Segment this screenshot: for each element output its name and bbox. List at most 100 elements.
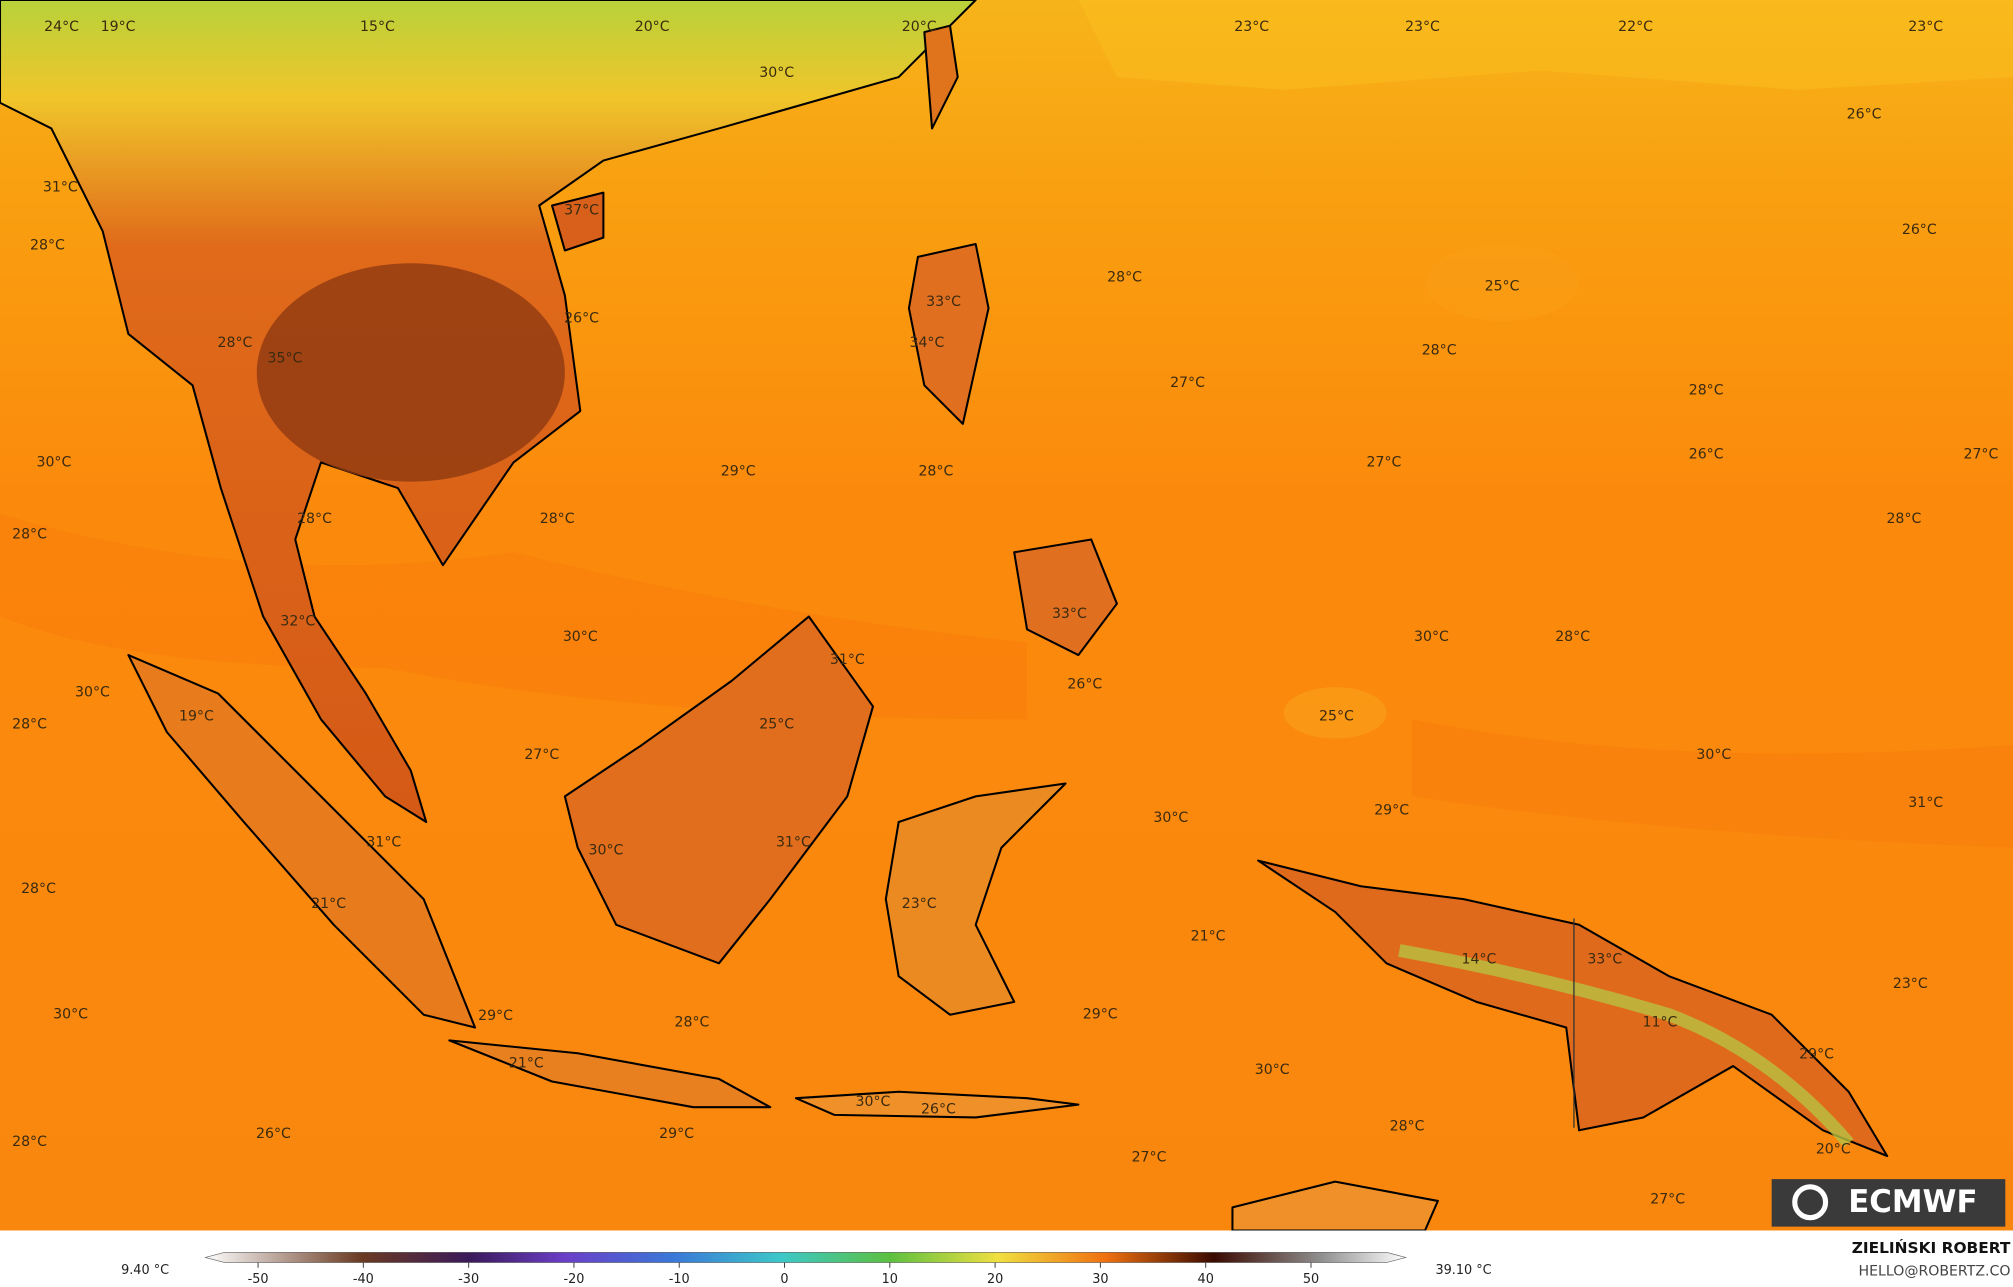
- temperature-label: 21°C: [311, 896, 346, 912]
- temperature-label: 28°C: [218, 335, 253, 351]
- temperature-label: 28°C: [1886, 511, 1921, 527]
- temperature-label: 30°C: [53, 1007, 88, 1023]
- temperature-label: 23°C: [1908, 19, 1943, 35]
- temperature-label: 32°C: [280, 614, 315, 630]
- temperature-labels: 24°C 19°C 15°C 20°C 20°C 23°C 23°C 22°C 23°C 30°C…: [12, 19, 1998, 1208]
- temperature-label: 26°C: [1847, 106, 1882, 122]
- colorbar-tick-label: -10: [669, 1272, 690, 1287]
- temperature-label: 28°C: [30, 237, 65, 253]
- temperature-label: 30°C: [589, 842, 624, 858]
- temperature-label: 30°C: [75, 684, 110, 700]
- temperature-label: 31°C: [43, 180, 78, 196]
- temperature-label: 11°C: [1643, 1014, 1678, 1030]
- colorbar-tick-label: 50: [1303, 1272, 1319, 1287]
- temperature-label: 26°C: [564, 311, 599, 327]
- temperature-label: 28°C: [1390, 1118, 1425, 1134]
- temperature-label: 28°C: [12, 1134, 47, 1150]
- temperature-label: 33°C: [926, 294, 961, 310]
- temperature-label: 27°C: [524, 747, 559, 763]
- temperature-label: 28°C: [675, 1014, 710, 1030]
- colorbar-tick-label: 10: [882, 1272, 898, 1287]
- colorbar-tick-label: 20: [987, 1272, 1003, 1287]
- temperature-label: 20°C: [1816, 1142, 1851, 1158]
- land: [0, 0, 1889, 1232]
- temperature-label: 22°C: [1618, 19, 1653, 35]
- temperature-label: 26°C: [1067, 677, 1102, 693]
- temperature-label: 31°C: [366, 835, 401, 851]
- temperature-label: 29°C: [721, 463, 756, 479]
- temperature-label: 24°C: [44, 19, 79, 35]
- temperature-label: 30°C: [563, 629, 598, 645]
- temperature-label: 28°C: [918, 463, 953, 479]
- temperature-label: 23°C: [1893, 976, 1928, 992]
- temperature-label: 15°C: [360, 19, 395, 35]
- temperature-label: 19°C: [101, 19, 136, 35]
- temperature-label: 23°C: [1234, 19, 1269, 35]
- temperature-label: 27°C: [1132, 1149, 1167, 1165]
- logo-text: ECMWF: [1848, 1184, 1977, 1220]
- temperature-label: 31°C: [1908, 795, 1943, 811]
- colorbar-tick-label: -20: [563, 1272, 584, 1287]
- temperature-label: 20°C: [902, 19, 937, 35]
- temperature-label: 25°C: [1485, 278, 1520, 294]
- temperature-label: 21°C: [1191, 928, 1226, 944]
- temperature-label: 28°C: [1555, 629, 1590, 645]
- temperature-label: 30°C: [759, 65, 794, 81]
- colorbar-tick-label: -40: [353, 1272, 374, 1287]
- temperature-label: 28°C: [12, 716, 47, 732]
- min-label: 9.40 °C: [121, 1263, 169, 1278]
- temperature-label: 21°C: [509, 1056, 544, 1072]
- temperature-label: 20°C: [635, 19, 670, 35]
- temperature-label: 14°C: [1462, 951, 1497, 967]
- temperature-label: 29°C: [659, 1126, 694, 1142]
- email: HELLO@ROBERTZ.CO: [1859, 1264, 2011, 1280]
- temperature-label: 30°C: [1696, 747, 1731, 763]
- colorbar-tick-label: -30: [458, 1272, 479, 1287]
- temperature-label: 28°C: [1107, 269, 1142, 285]
- temperature-label: 30°C: [1414, 629, 1449, 645]
- temperature-label: 29°C: [1083, 1007, 1118, 1023]
- temperature-label: 23°C: [1405, 19, 1440, 35]
- colorbar-ticks: -50 -40 -30 -20 -10 0 10 20 30 40 50: [248, 1262, 1319, 1287]
- colorbar-tick-label: -50: [248, 1272, 269, 1287]
- temperature-label: 27°C: [1650, 1192, 1685, 1208]
- colorbar-tick-label: 0: [780, 1272, 788, 1287]
- temperature-label: 27°C: [1170, 375, 1205, 391]
- temperature-label: 30°C: [856, 1094, 891, 1110]
- temperature-label: 29°C: [478, 1008, 513, 1024]
- temperature-label: 26°C: [1902, 222, 1937, 238]
- temperature-label: 29°C: [1799, 1047, 1834, 1063]
- author: ZIELIŃSKI ROBERT: [1852, 1238, 2011, 1257]
- colorbar: [204, 1251, 1408, 1263]
- temperature-label: 28°C: [1422, 343, 1457, 359]
- temperature-label: 28°C: [540, 511, 575, 527]
- temperature-label: 27°C: [1963, 447, 1998, 463]
- temperature-label: 28°C: [21, 881, 56, 897]
- temperature-label: 23°C: [902, 896, 937, 912]
- temperature-label: 28°C: [12, 526, 47, 542]
- colorbar-tick-label: 30: [1092, 1272, 1108, 1287]
- temperature-label: 30°C: [1255, 1062, 1290, 1078]
- temperature-label: 28°C: [1689, 382, 1724, 398]
- temperature-label: 37°C: [564, 203, 599, 219]
- temperature-label: 28°C: [297, 511, 332, 527]
- temperature-label: 35°C: [268, 350, 303, 366]
- temperature-label: 30°C: [1153, 810, 1188, 826]
- temperature-label: 33°C: [1052, 606, 1087, 622]
- temperature-label: 33°C: [1587, 951, 1622, 967]
- temperature-label: 34°C: [909, 335, 944, 351]
- temperature-label: 31°C: [830, 652, 865, 668]
- temperature-label: 29°C: [1374, 802, 1409, 818]
- colorbar-tick-label: 40: [1198, 1272, 1214, 1287]
- logo: ECMWF: [1771, 1179, 2006, 1227]
- temperature-label: 25°C: [759, 716, 794, 732]
- temperature-label: 26°C: [256, 1126, 291, 1142]
- temperature-label: 26°C: [1689, 447, 1724, 463]
- temperature-label: 27°C: [1367, 454, 1402, 470]
- temperature-label: 31°C: [776, 835, 811, 851]
- max-label: 39.10 °C: [1435, 1263, 1491, 1278]
- temperature-label: 19°C: [179, 709, 214, 725]
- temperature-label: 25°C: [1319, 709, 1354, 725]
